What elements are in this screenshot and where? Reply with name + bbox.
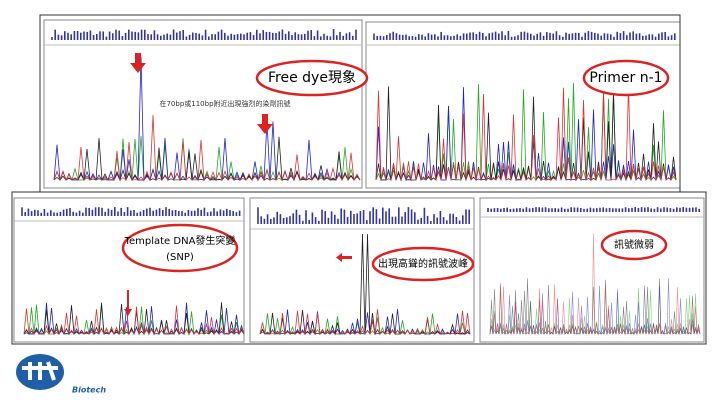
note: 在70bp或110bp附近出現強烈的染劑訊號 xyxy=(159,99,290,108)
callout xyxy=(255,59,369,97)
arrow xyxy=(124,290,132,316)
logo-text: Biotech xyxy=(72,386,106,395)
logo-glyph xyxy=(22,361,58,381)
callout-text: Free dye現象 xyxy=(268,70,356,86)
bottom-frame xyxy=(11,191,707,345)
chromatograms xyxy=(13,19,705,343)
panel xyxy=(13,197,245,343)
arrows xyxy=(124,53,352,316)
trace xyxy=(23,305,245,336)
trace xyxy=(53,114,361,182)
trace xyxy=(375,86,677,182)
arrow xyxy=(336,253,352,262)
callout xyxy=(600,229,668,261)
callout-text: Primer n-1 xyxy=(589,70,662,86)
callout-text: 訊號微弱 xyxy=(614,238,654,251)
callout xyxy=(371,246,475,282)
panel xyxy=(43,19,363,189)
logo: Biotech xyxy=(16,354,106,395)
arrow xyxy=(257,114,273,134)
callout xyxy=(121,223,239,273)
callout-text: Template DNA發生突變 xyxy=(124,234,236,247)
callout xyxy=(582,59,670,97)
callout-text: (SNP) xyxy=(166,252,194,263)
trace xyxy=(53,56,361,182)
arrow xyxy=(130,53,146,73)
callout-text: 出現高聳的訊號波峰 xyxy=(378,257,468,270)
trace xyxy=(489,233,701,336)
trace xyxy=(259,309,471,336)
